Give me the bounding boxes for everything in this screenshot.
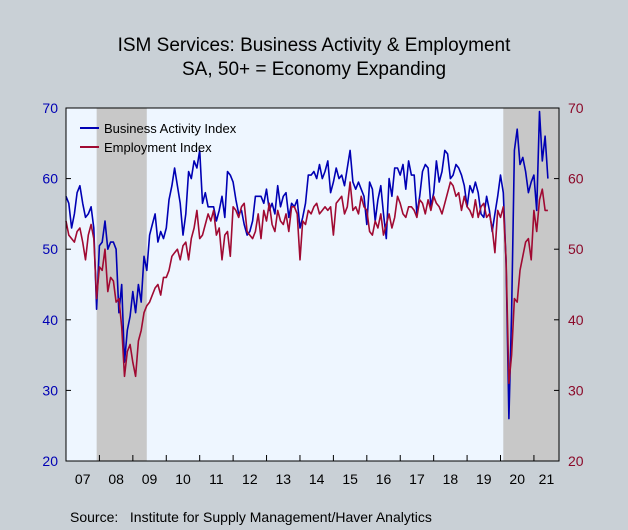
right-y-tick-label: 20 [568, 453, 584, 469]
x-tick-label: 09 [142, 471, 158, 487]
x-tick-label: 19 [476, 471, 492, 487]
source-note: Source: Institute for Supply Management/… [70, 509, 432, 525]
right-y-tick-label: 30 [568, 382, 584, 398]
x-tick-label: 14 [309, 471, 325, 487]
plot-area [66, 108, 559, 461]
x-tick-label: 12 [242, 471, 258, 487]
right-y-tick-label: 40 [568, 312, 584, 328]
right-y-axis: 20 30 40 50 60 70 [554, 100, 584, 469]
legend-label-business-activity: Business Activity Index [104, 121, 237, 136]
plot-frame [65, 107, 560, 462]
series-lines [65, 110, 549, 420]
x-tick-label: 16 [376, 471, 392, 487]
x-axis: 07 08 09 10 11 12 13 14 15 16 17 18 19 20 21 [65, 455, 555, 487]
series-line-business-activity [65, 110, 549, 420]
x-tick-label: 21 [539, 471, 555, 487]
x-tick-label: 11 [209, 471, 224, 487]
left-y-tick-label: 20 [42, 453, 58, 469]
x-tick-label: 07 [75, 471, 91, 487]
x-tick-label: 20 [509, 471, 525, 487]
x-tick-label: 13 [275, 471, 291, 487]
left-y-tick-label: 40 [42, 312, 58, 328]
x-tick-label: 18 [443, 471, 459, 487]
chart-title: ISM Services: Business Activity & Employ… [118, 35, 512, 56]
left-y-tick-label: 30 [42, 382, 58, 398]
left-y-tick-label: 60 [42, 171, 58, 187]
chart-subtitle: SA, 50+ = Economy Expanding [182, 59, 446, 80]
left-y-tick-label: 50 [42, 241, 58, 257]
right-y-tick-label: 60 [568, 171, 584, 187]
left-y-tick-label: 70 [42, 100, 58, 116]
right-y-tick-label: 70 [568, 100, 584, 116]
left-y-axis: 20 30 40 50 60 70 [42, 100, 71, 469]
series-line-employment [65, 181, 548, 385]
right-y-tick-label: 50 [568, 241, 584, 257]
x-tick-label: 17 [409, 471, 425, 487]
x-tick-label: 15 [342, 471, 358, 487]
legend-label-employment: Employment Index [104, 140, 212, 155]
x-tick-label: 10 [175, 471, 191, 487]
x-tick-label: 08 [108, 471, 124, 487]
legend: Business Activity Index Employment Index [80, 121, 237, 155]
